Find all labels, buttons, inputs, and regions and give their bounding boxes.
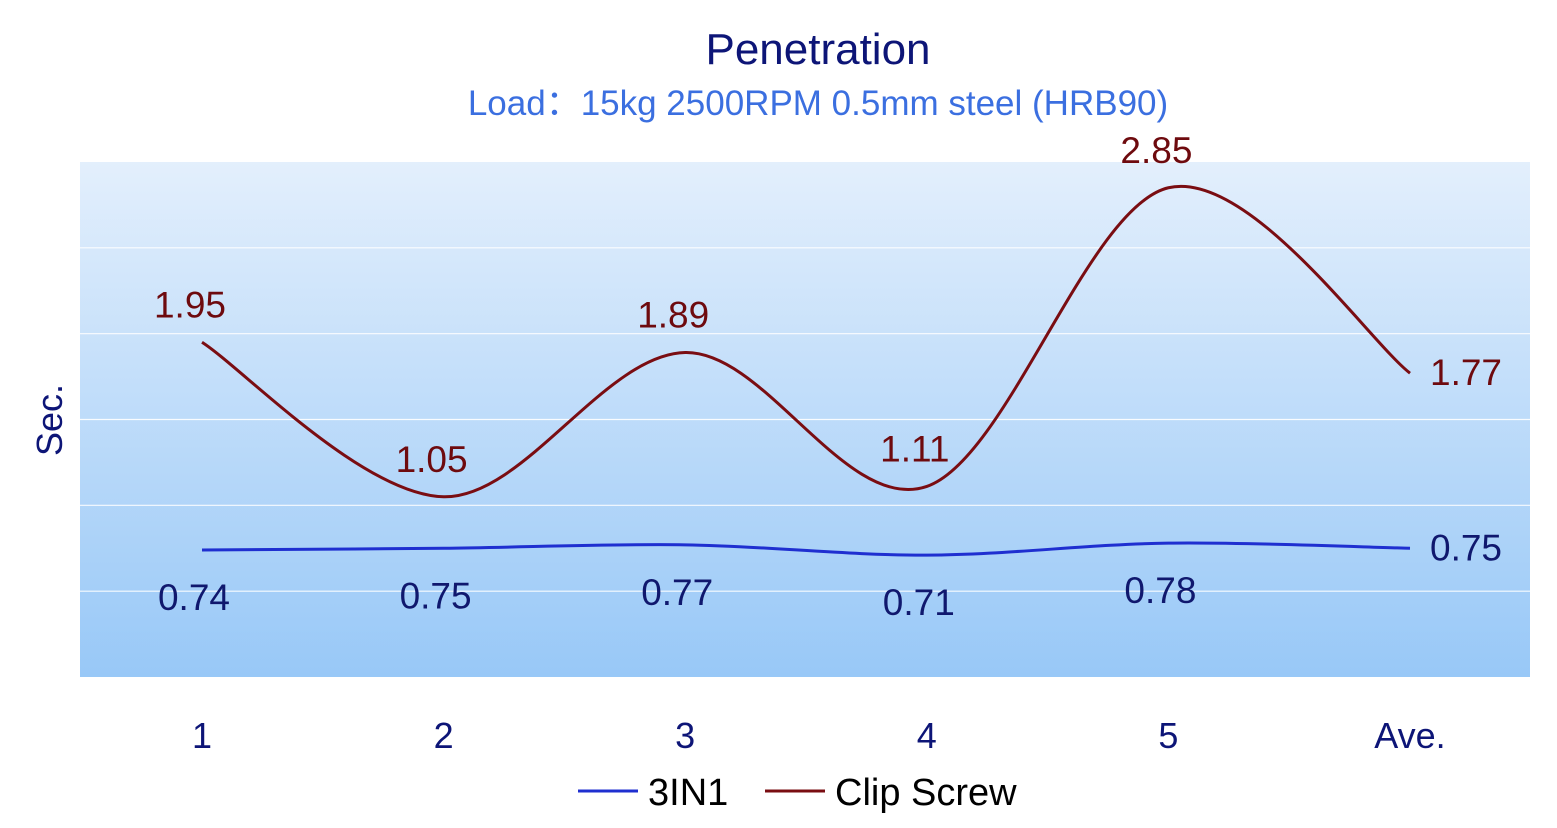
legend-label-3in1: 3IN1 (648, 772, 728, 814)
y-axis-label: Sec. (29, 384, 70, 456)
data-labels: 0.74 0.75 0.77 0.71 0.78 0.75 1.95 1.05 1.89 1.11… (154, 130, 1502, 623)
data-label-clip-screw: 2.85 (1120, 130, 1192, 171)
x-tick-label: 3 (675, 715, 695, 756)
x-axis: 1 2 3 4 5 Ave. (192, 715, 1446, 756)
x-tick-label: 4 (917, 715, 937, 756)
data-label-clip-screw: 1.95 (154, 284, 226, 325)
legend: 3IN1 Clip Screw (578, 772, 1017, 814)
series-lines (201, 184, 1411, 557)
data-label-clip-screw: 1.05 (396, 439, 468, 480)
x-tick-label: 1 (192, 715, 212, 756)
chart-title: Penetration (705, 25, 930, 74)
data-label-clip-screw: 1.77 (1430, 352, 1502, 393)
data-label-3in1: 0.71 (883, 582, 955, 623)
grid-lines (80, 247, 1530, 592)
data-label-3in1: 0.77 (641, 572, 713, 613)
x-tick-label: Ave. (1374, 715, 1445, 756)
data-label-3in1: 0.75 (1430, 527, 1502, 568)
data-label-3in1: 0.75 (400, 575, 472, 616)
series-line-clip-screw (201, 184, 1411, 499)
data-label-clip-screw: 1.89 (637, 295, 709, 336)
data-label-3in1: 0.74 (158, 577, 230, 618)
legend-label-clip-screw: Clip Screw (835, 772, 1017, 814)
chart-subtitle: Load：15kg 2500RPM 0.5mm steel (HRB90) (468, 84, 1168, 123)
x-tick-label: 2 (434, 715, 454, 756)
x-tick-label: 5 (1158, 715, 1178, 756)
series-line-3in1 (201, 541, 1411, 557)
data-label-3in1: 0.78 (1124, 570, 1196, 611)
data-label-clip-screw: 1.11 (880, 428, 949, 469)
